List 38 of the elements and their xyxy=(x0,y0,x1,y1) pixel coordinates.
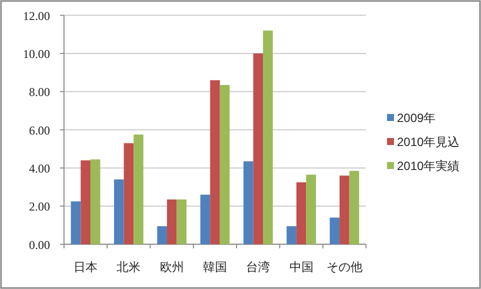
bar xyxy=(349,170,360,244)
bar xyxy=(263,30,273,244)
legend-label: 2009年 xyxy=(397,111,436,125)
bar xyxy=(210,80,220,244)
bar xyxy=(90,159,100,244)
bar xyxy=(286,226,296,244)
x-tick-label: 中国 xyxy=(289,260,314,274)
x-tick-label: 韓国 xyxy=(203,260,227,274)
legend-label: 2010年見込 xyxy=(397,135,460,149)
bar xyxy=(70,201,81,244)
bar xyxy=(157,226,167,244)
y-tick-label: 8.00 xyxy=(29,85,50,100)
x-tick-label: 欧州 xyxy=(160,260,184,274)
y-tick-label: 2.00 xyxy=(29,200,50,214)
legend-label: 2010年実績 xyxy=(397,159,460,173)
bar xyxy=(296,182,306,244)
bar xyxy=(340,176,350,244)
bar xyxy=(124,143,134,244)
bar xyxy=(243,161,254,244)
bar xyxy=(330,218,340,244)
y-tick-label: 6.00 xyxy=(29,123,50,138)
x-tick-label: 日本 xyxy=(74,260,98,274)
bar xyxy=(253,53,264,244)
bar xyxy=(114,179,124,244)
bar xyxy=(134,134,144,244)
bar xyxy=(220,84,230,244)
y-tick-label: 4.00 xyxy=(29,161,50,176)
y-tick-label: 10.00 xyxy=(23,46,50,61)
x-tick-label: 北米 xyxy=(116,260,141,274)
bar xyxy=(166,199,177,244)
x-tick-label: 台湾 xyxy=(246,260,270,274)
y-tick-label: 0.00 xyxy=(29,238,50,252)
bar xyxy=(200,194,210,244)
bar xyxy=(176,199,187,244)
y-tick-label: 12.00 xyxy=(23,8,50,23)
x-tick-label: その他 xyxy=(326,260,362,274)
bar xyxy=(306,174,316,244)
bar xyxy=(80,160,90,244)
